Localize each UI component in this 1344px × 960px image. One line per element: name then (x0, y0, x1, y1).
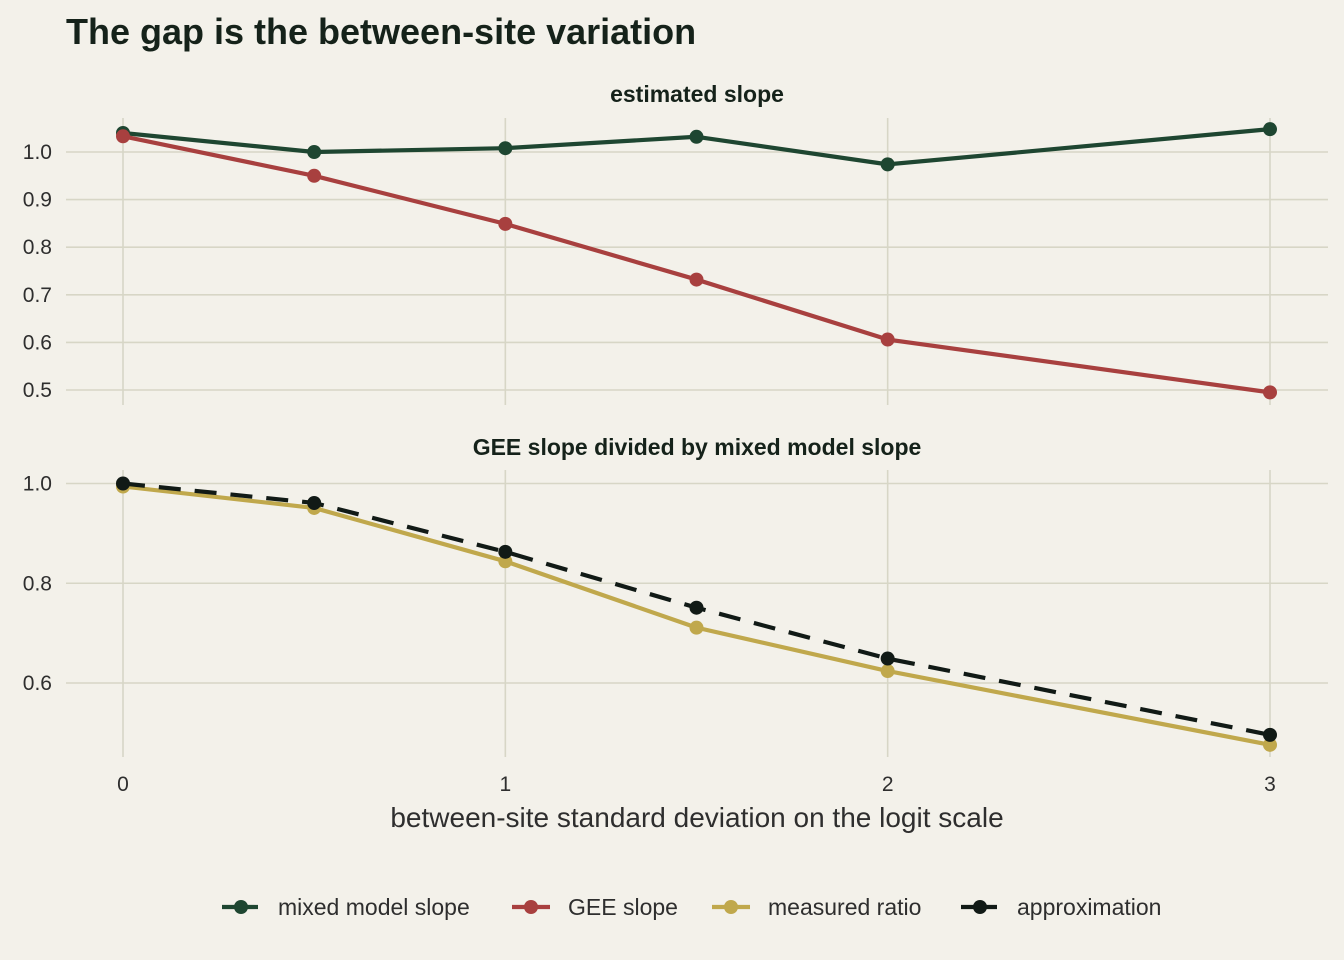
data-point-approximation (498, 544, 513, 559)
data-point-mixed-model-slope (1263, 122, 1277, 137)
data-point-mixed-model-slope (880, 157, 895, 172)
data-point-GEE-slope (1263, 385, 1277, 400)
y-tick-label: 0.6 (23, 331, 52, 354)
x-tick-label: 1 (499, 773, 511, 796)
data-point-GEE-slope (689, 272, 704, 287)
series-line-mixed-model-slope (122, 127, 1271, 167)
y-tick-label: 0.5 (23, 379, 52, 402)
y-tick-label: 0.7 (23, 284, 52, 307)
legend-key-mixed-model-slope (222, 900, 260, 914)
data-point-measured-ratio (689, 620, 704, 635)
data-point-mixed-model-slope (498, 141, 513, 156)
series-line-approximation (122, 481, 1271, 737)
data-point-approximation (116, 476, 130, 491)
grid-top (66, 118, 1328, 405)
y-tick-label: 1.0 (23, 141, 52, 164)
y-tick-label: 0.9 (23, 189, 52, 212)
x-tick-label: 2 (882, 773, 894, 796)
panel-title-bottom: GEE slope divided by mixed model slope (473, 434, 922, 460)
data-point-approximation (689, 600, 704, 615)
x-axis: 0 1 2 3 (117, 773, 1276, 796)
panel-title-top: estimated slope (610, 81, 784, 107)
legend-key-measured-ratio (712, 900, 750, 914)
x-tick-label: 3 (1264, 773, 1276, 796)
y-axis-top: 0.5 0.6 0.7 0.8 0.9 1.0 (23, 141, 52, 402)
data-point-measured-ratio (1263, 737, 1277, 752)
legend-key-GEE-slope (512, 900, 550, 914)
y-axis-bottom: 0.6 0.8 1.0 (23, 473, 52, 696)
series-line-GEE-slope (122, 134, 1271, 395)
series-top (116, 122, 1277, 400)
legend-key-approximation (961, 900, 999, 914)
grid-bottom (66, 470, 1328, 757)
x-axis-title: between-site standard deviation on the l… (390, 802, 1003, 833)
data-point-mixed-model-slope (689, 129, 704, 144)
series-bottom (116, 476, 1277, 752)
y-tick-label: 0.8 (23, 236, 52, 259)
legend-label: measured ratio (768, 894, 921, 920)
series-line-measured-ratio (122, 484, 1271, 747)
y-tick-label: 0.8 (23, 572, 52, 595)
data-point-approximation (880, 651, 895, 666)
x-tick-label: 0 (117, 773, 129, 796)
data-point-GEE-slope (880, 332, 895, 347)
chart-title: The gap is the between-site variation (66, 11, 696, 52)
legend-label: approximation (1017, 894, 1161, 920)
panel-bottom: GEE slope divided by mixed model slope 0… (23, 434, 1328, 757)
legend-label: GEE slope (568, 894, 678, 920)
legend-label: mixed model slope (278, 894, 470, 920)
y-tick-label: 0.6 (23, 672, 52, 695)
data-point-approximation (307, 495, 322, 510)
data-point-GEE-slope (498, 216, 513, 231)
data-point-approximation (1263, 727, 1277, 742)
y-tick-label: 1.0 (23, 473, 52, 496)
data-point-GEE-slope (116, 129, 130, 144)
data-point-mixed-model-slope (307, 145, 322, 159)
data-point-measured-ratio (880, 664, 895, 679)
data-point-GEE-slope (307, 168, 322, 183)
legend: mixed model slope GEE slope measured ratio… (222, 894, 1161, 920)
panel-top: estimated slope 0.5 0.6 0.7 0.8 0.9 1.0 (23, 81, 1328, 405)
